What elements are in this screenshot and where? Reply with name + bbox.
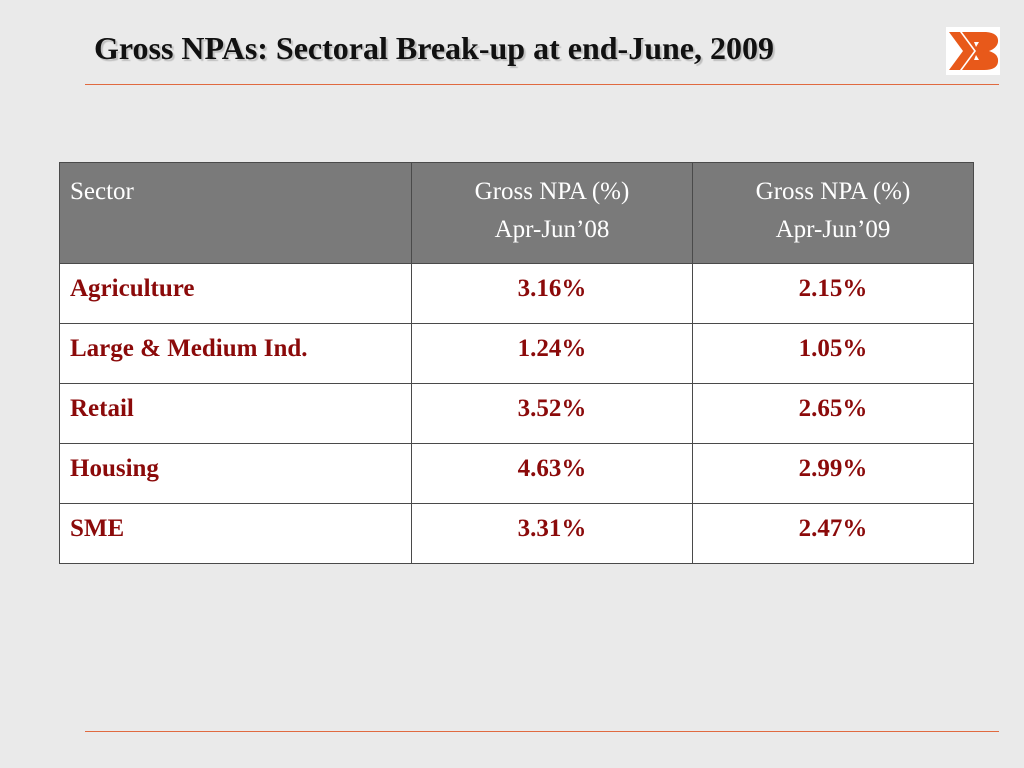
sector-cell: Retail	[59, 383, 412, 444]
table-row: SME 3.31% 2.47%	[59, 503, 974, 564]
table-row: Agriculture 3.16% 2.15%	[59, 263, 974, 324]
npa-2009-cell: 2.47%	[692, 503, 974, 564]
header-2008-line2: Apr-Jun’08	[494, 216, 610, 243]
npa-2008-cell: 3.52%	[411, 383, 693, 444]
npa-table: Sector Gross NPA (%) Apr-Jun’08 Gross NP…	[59, 162, 974, 564]
header-sector-label: Sector	[70, 178, 134, 205]
npa-2008-cell: 3.31%	[411, 503, 693, 564]
npa-2009-cell: 2.15%	[692, 263, 974, 324]
sector-cell: Agriculture	[59, 263, 412, 324]
slide-title: Gross NPAs: Sectoral Break-up at end-Jun…	[94, 30, 774, 66]
header-sector: Sector	[59, 162, 412, 264]
npa-2008-cell: 1.24%	[411, 323, 693, 384]
header-gross-npa-2008: Gross NPA (%) Apr-Jun’08	[411, 162, 693, 264]
sector-cell: Large & Medium Ind.	[59, 323, 412, 384]
title-divider	[85, 84, 999, 85]
header-2008-line1: Gross NPA (%)	[474, 178, 630, 205]
sector-cell: Housing	[59, 443, 412, 504]
header-gross-npa-2009: Gross NPA (%) Apr-Jun’09	[692, 162, 974, 264]
table-row: Large & Medium Ind. 1.24% 1.05%	[59, 323, 974, 384]
npa-2008-cell: 4.63%	[411, 443, 693, 504]
bank-logo-icon	[946, 27, 1000, 75]
sector-cell: SME	[59, 503, 412, 564]
npa-2008-cell: 3.16%	[411, 263, 693, 324]
npa-2009-cell: 2.99%	[692, 443, 974, 504]
table-row: Housing 4.63% 2.99%	[59, 443, 974, 504]
table-row: Retail 3.52% 2.65%	[59, 383, 974, 444]
header-2009-line1: Gross NPA (%)	[755, 178, 911, 205]
npa-2009-cell: 2.65%	[692, 383, 974, 444]
table-header-row: Sector Gross NPA (%) Apr-Jun’08 Gross NP…	[59, 162, 974, 264]
npa-2009-cell: 1.05%	[692, 323, 974, 384]
header-2009-line2: Apr-Jun’09	[775, 216, 891, 243]
footer-divider	[85, 731, 999, 732]
